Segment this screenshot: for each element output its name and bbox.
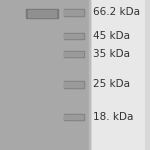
Bar — [64, 34, 83, 38]
Bar — [64, 115, 83, 119]
Bar — [64, 52, 83, 56]
Bar — [64, 51, 84, 57]
Bar — [64, 114, 84, 120]
Bar — [90, 0, 145, 150]
Bar — [64, 82, 83, 87]
Bar — [27, 10, 57, 17]
Bar — [0, 0, 90, 150]
Text: 45 kDa: 45 kDa — [93, 31, 130, 41]
Text: 66.2 kDa: 66.2 kDa — [93, 7, 140, 17]
Text: 18. kDa: 18. kDa — [93, 112, 133, 122]
Bar — [64, 10, 83, 15]
Bar — [26, 9, 58, 18]
Text: 35 kDa: 35 kDa — [93, 49, 130, 59]
Bar — [64, 9, 84, 16]
Bar — [89, 0, 90, 150]
Text: 25 kDa: 25 kDa — [93, 79, 130, 89]
Bar — [64, 81, 84, 88]
Bar — [64, 33, 84, 39]
